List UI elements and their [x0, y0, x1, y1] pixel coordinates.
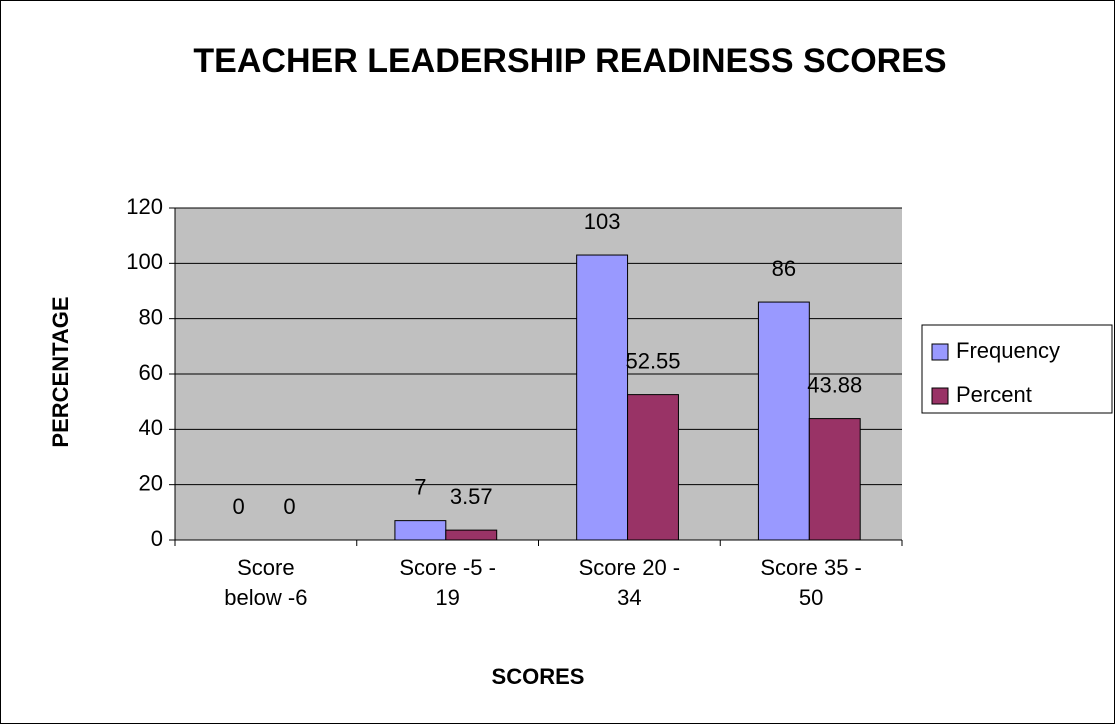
legend-box [921, 324, 1113, 414]
y-tick-label: 100 [126, 249, 163, 274]
y-tick-label: 20 [139, 470, 163, 495]
legend-label: Frequency [956, 338, 1060, 363]
chart-title: TEACHER LEADERSHIP READINESS SCORES [193, 42, 947, 80]
bar [627, 394, 679, 541]
bar [394, 520, 447, 541]
y-tick-label: 60 [139, 360, 163, 385]
data-label: 103 [584, 209, 621, 234]
legend-swatch [931, 343, 949, 361]
y-tick-label: 0 [151, 526, 163, 551]
data-label: 0 [283, 494, 295, 519]
y-tick-label: 80 [139, 304, 163, 329]
data-label: 3.57 [450, 484, 493, 509]
bar [757, 301, 810, 541]
x-tick-label: Score below -6 [224, 555, 308, 610]
x-axis-title: SCORES [492, 664, 585, 689]
y-tick-label: 40 [139, 415, 163, 440]
data-label: 86 [772, 256, 796, 281]
bar [808, 418, 861, 541]
bar [576, 254, 629, 541]
legend-swatch [931, 387, 949, 405]
data-label: 7 [414, 474, 426, 499]
legend-label: Percent [956, 382, 1032, 407]
x-tick-label: Score -5 - 19 [399, 555, 496, 610]
data-label: 43.88 [807, 372, 862, 397]
y-tick-label: 120 [126, 194, 163, 219]
y-axis-title: PERCENTAGE [48, 296, 73, 447]
bar [445, 529, 498, 541]
data-label: 0 [232, 494, 244, 519]
data-label: 52.55 [625, 348, 680, 373]
x-tick-label: Score 20 - 34 [578, 555, 681, 610]
x-tick-label: Score 35 - 50 [760, 555, 862, 610]
